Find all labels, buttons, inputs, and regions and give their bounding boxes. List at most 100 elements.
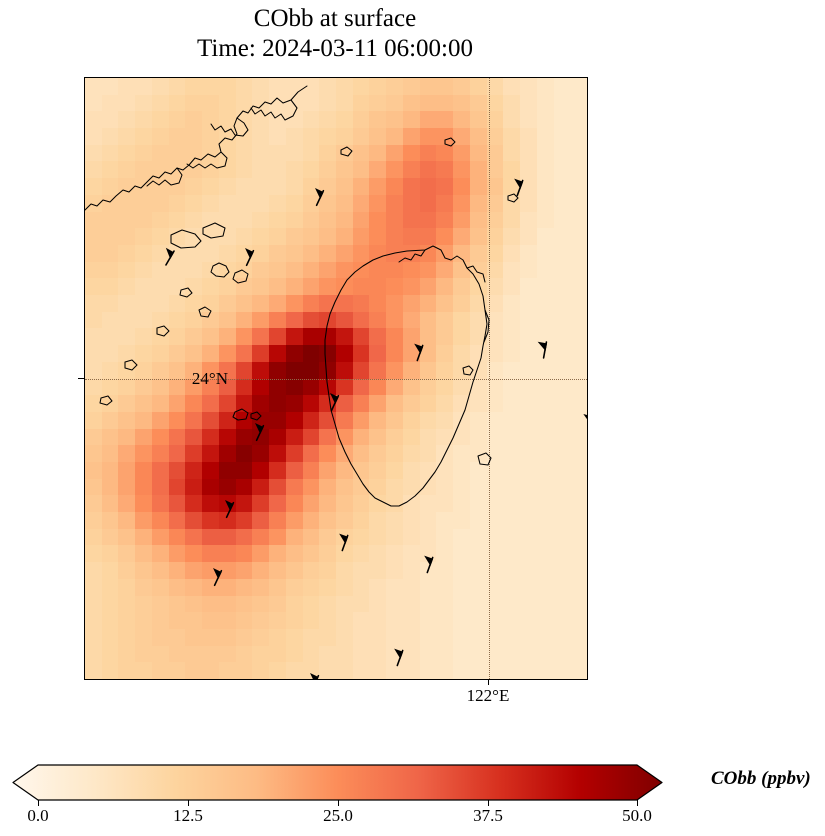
grid-cell [536, 445, 555, 463]
grid-cell [352, 111, 371, 129]
grid-cell [386, 595, 404, 613]
grid-cell [118, 128, 136, 146]
grid-cell [536, 545, 555, 563]
grid-cell [453, 461, 471, 480]
grid-cell [436, 545, 454, 563]
grid-cell [202, 445, 220, 463]
grid-cell [386, 378, 404, 396]
grid-cell [101, 378, 120, 396]
grid-cell [269, 445, 287, 463]
grid-cell [336, 628, 354, 647]
grid-cell [419, 528, 437, 547]
grid-cell [336, 211, 354, 229]
grid-cell [235, 378, 253, 396]
grid-cell [503, 295, 521, 313]
grid-cell [202, 612, 220, 630]
grid-cell [336, 445, 354, 463]
grid-cell [486, 328, 504, 346]
cbtick-label-0: 0.0 [27, 806, 49, 825]
grid-cell [168, 94, 186, 112]
grid-cell [118, 161, 136, 179]
colorbar: 0.0 12.5 25.0 37.5 50.0 CObb (ppbv) [0, 760, 825, 836]
grid-cell [536, 578, 555, 597]
grid-cell [553, 194, 571, 213]
grid-cell [302, 311, 320, 329]
grid-cell [503, 478, 521, 496]
cbtick-label-3: 37.5 [473, 806, 503, 825]
grid-cell [386, 194, 404, 213]
grid-cell [436, 111, 454, 129]
grid-cell [101, 461, 120, 480]
grid-cell [536, 211, 555, 229]
wind-barb-flag [414, 343, 424, 355]
grid-cell [336, 111, 354, 129]
wind-barb-layer [85, 78, 587, 679]
grid-cell [553, 261, 571, 279]
map-axes [84, 77, 588, 680]
grid-cell [285, 478, 304, 496]
grid-cell [202, 194, 220, 213]
grid-cell [453, 295, 471, 313]
grid-cell [218, 261, 237, 279]
grid-cell [469, 378, 488, 396]
grid-cell [218, 345, 237, 363]
grid-cell [553, 244, 571, 263]
grid-cell [185, 578, 203, 597]
grid-cell [486, 395, 504, 413]
grid-cell [319, 278, 337, 296]
grid-cell [118, 545, 136, 563]
grid-cell [252, 161, 270, 179]
grid-cell [85, 128, 103, 146]
grid-cell [168, 595, 186, 613]
grid-cell [135, 78, 153, 96]
grid-cell [536, 278, 555, 296]
grid-cell [453, 228, 471, 246]
grid-cell [269, 395, 287, 413]
grid-cell [168, 445, 186, 463]
grid-cell [553, 545, 571, 563]
grid-cell [352, 445, 371, 463]
grid-cell [503, 461, 521, 480]
grid-cell [302, 595, 320, 613]
grid-cell [570, 495, 587, 513]
grid-cell [369, 178, 387, 196]
grid-cell [101, 228, 120, 246]
grid-cell [285, 144, 304, 163]
grid-cell [386, 345, 404, 363]
grid-cell [101, 211, 120, 229]
grid-cell [185, 244, 203, 263]
grid-cell [419, 595, 437, 613]
grid-cell [285, 612, 304, 630]
grid-cell [486, 461, 504, 480]
grid-cell [168, 111, 186, 129]
grid-cell [168, 428, 186, 446]
grid-cell [553, 328, 571, 346]
grid-cell [135, 111, 153, 129]
grid-cell [135, 128, 153, 146]
grid-cell [185, 144, 203, 163]
grid-cell [202, 361, 220, 380]
grid-cell [503, 345, 521, 363]
grid-cell [218, 545, 237, 563]
grid-cell [235, 361, 253, 380]
grid-cell [151, 495, 170, 513]
grid-cell [352, 345, 371, 363]
xtick-mark-122E [488, 679, 489, 685]
grid-cell [269, 328, 287, 346]
grid-cell [302, 428, 320, 446]
grid-cell [252, 178, 270, 196]
grid-cell [185, 194, 203, 213]
grid-cell [469, 228, 488, 246]
grid-cell [202, 94, 220, 112]
grid-cell [118, 528, 136, 547]
grid-cell [269, 512, 287, 530]
grid-cell [85, 528, 103, 547]
grid-cell [151, 378, 170, 396]
grid-cell [218, 411, 237, 430]
grid-cell [503, 411, 521, 430]
grid-cell [536, 194, 555, 213]
grid-cell [352, 228, 371, 246]
grid-cell [352, 161, 371, 179]
grid-cell [302, 461, 320, 480]
grid-cell [419, 478, 437, 496]
